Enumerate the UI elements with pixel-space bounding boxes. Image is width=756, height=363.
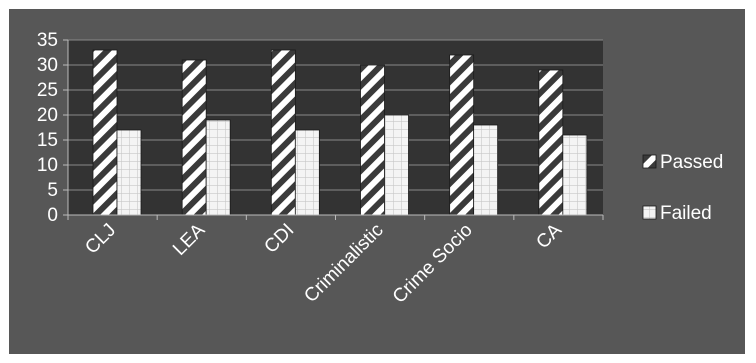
bar-passed — [181, 59, 207, 216]
bar-failed — [562, 134, 588, 216]
bar-passed — [538, 69, 564, 216]
x-category-label: LEA — [169, 219, 209, 259]
bar-passed — [449, 54, 475, 216]
bars — [92, 49, 588, 216]
x-category-label: CDI — [260, 220, 298, 258]
bar-passed — [270, 49, 296, 216]
bar-failed — [384, 114, 409, 216]
bar-failed — [294, 129, 320, 216]
y-tick-label: 30 — [37, 55, 58, 76]
bar-failed — [205, 119, 231, 216]
x-category-label: CLJ — [81, 220, 120, 259]
legend-swatch-failed — [642, 205, 657, 220]
y-tick-label: 15 — [37, 130, 58, 151]
y-tick-label: 35 — [37, 30, 58, 51]
bar-passed — [92, 49, 118, 216]
bar-failed — [473, 124, 499, 216]
y-tick-label: 25 — [37, 80, 58, 101]
y-tick-label: 0 — [47, 205, 58, 226]
y-tick-label: 5 — [47, 180, 58, 201]
x-category-label: CA — [532, 219, 566, 253]
bar-chart: 0 5 10 15 20 25 30 35 CLJ LEA CDI Criminalistic Crim… — [37, 30, 724, 308]
x-category-label: Criminalistic — [300, 220, 387, 307]
plot-area — [68, 40, 603, 215]
x-category-label: Crime Socio — [389, 220, 477, 308]
y-tick-label: 10 — [37, 155, 58, 176]
legend-label-failed: Failed — [660, 203, 712, 224]
y-tick-label: 20 — [37, 105, 58, 126]
legend-swatch-passed — [642, 154, 657, 169]
chart-container: 0 5 10 15 20 25 30 35 CLJ LEA CDI Criminalistic Crim… — [9, 9, 745, 354]
bar-failed — [116, 129, 142, 216]
legend: Passed Failed — [642, 152, 723, 224]
bar-passed — [360, 64, 385, 216]
legend-label-passed: Passed — [660, 152, 723, 173]
gridlines — [68, 39, 603, 216]
